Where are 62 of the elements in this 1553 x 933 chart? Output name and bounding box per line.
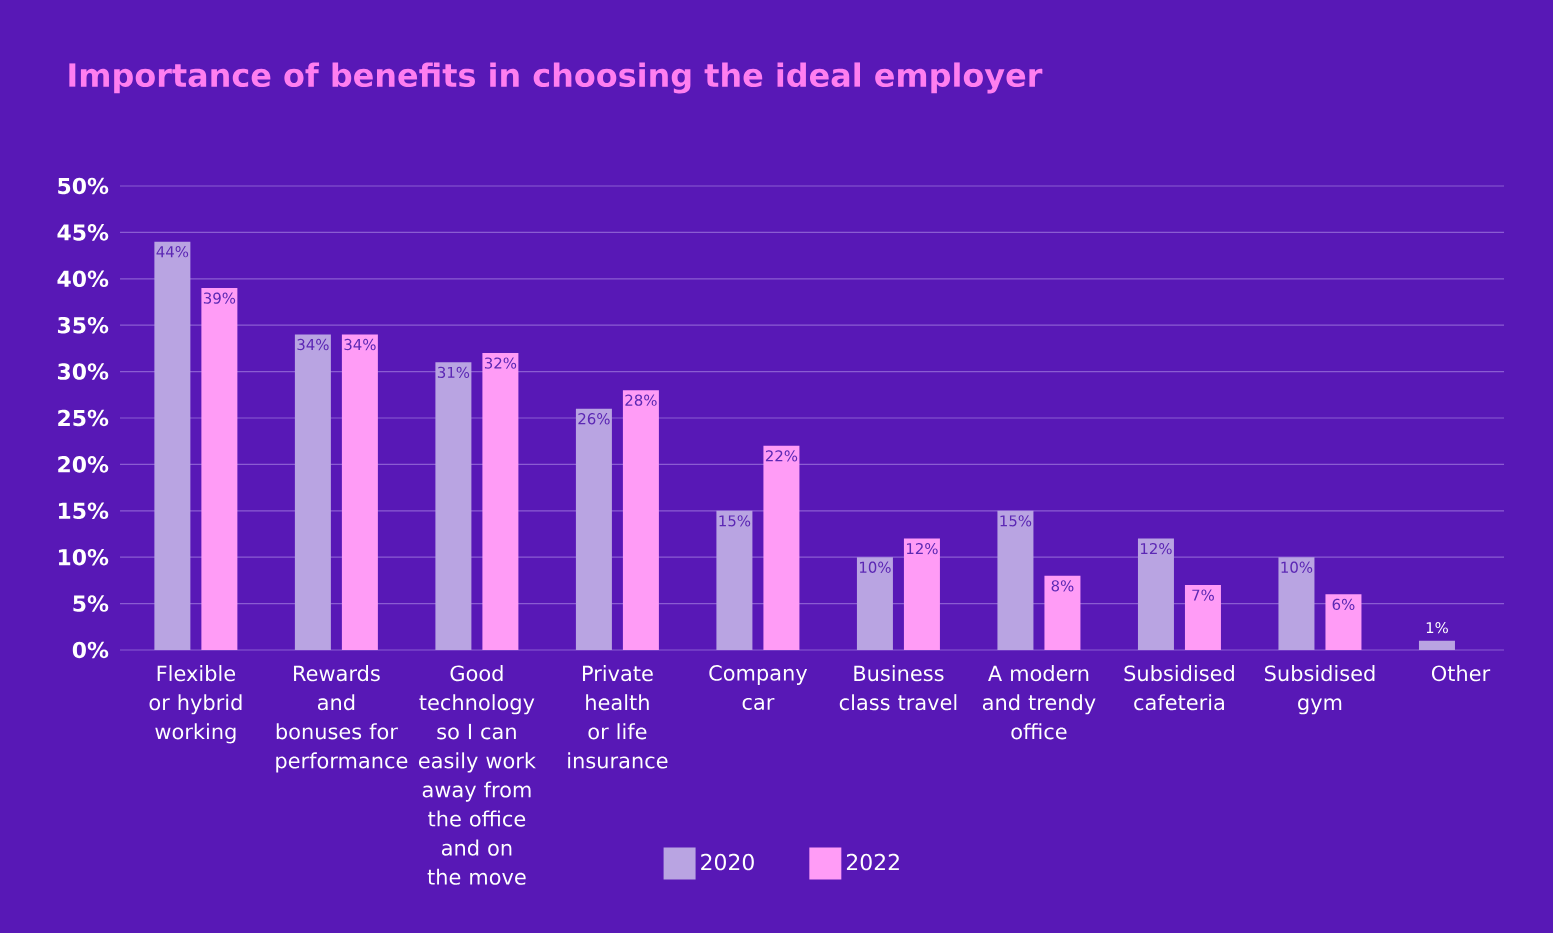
- bar: [763, 445, 800, 650]
- x-tick-label: Rewards and bonuses for performance: [276, 665, 408, 773]
- bar: [341, 334, 378, 650]
- bar: [482, 353, 519, 650]
- data-label: 12%: [906, 543, 938, 555]
- y-tick-label: 50%: [58, 177, 109, 195]
- x-tick-label: Good technology so I can easily work away from the office and on the move: [418, 665, 536, 885]
- bar: [1184, 585, 1221, 650]
- data-label: 28%: [625, 394, 657, 406]
- x-tick-label: Other: [1431, 665, 1491, 682]
- bar: [294, 334, 331, 650]
- bar: [201, 288, 238, 650]
- bar: [1137, 538, 1174, 650]
- y-tick-label: 45%: [57, 224, 109, 241]
- data-label: 32%: [484, 357, 517, 369]
- data-label: 10%: [1281, 561, 1313, 573]
- y-tick-label: 25%: [58, 409, 109, 427]
- bar: [903, 538, 940, 650]
- data-label: 39%: [203, 292, 236, 304]
- data-label: 15%: [1000, 515, 1032, 527]
- data-label: 22%: [765, 450, 798, 462]
- x-tick-label: Company car: [709, 665, 808, 710]
- x-tick-label: Private health or life insurance: [568, 665, 668, 769]
- data-label: 31%: [437, 366, 470, 379]
- x-tick-label: Flexible or hybrid working: [149, 665, 242, 744]
- x-tick-label: A modern and trendy office: [982, 665, 1096, 740]
- y-tick-label: 40%: [57, 270, 109, 288]
- legend-label: 2020: [701, 853, 754, 871]
- x-tick-label: Subsidised gym: [1264, 665, 1375, 715]
- bar: [435, 362, 472, 650]
- y-tick-label: 5%: [73, 595, 109, 612]
- data-label: 8%: [1051, 580, 1074, 592]
- legend-label: 2022: [846, 853, 899, 871]
- bar: [575, 408, 612, 650]
- bar: [622, 390, 659, 650]
- data-label: 26%: [578, 413, 610, 425]
- data-label: 34%: [344, 338, 376, 351]
- x-tick-label: Subsidised cafeteria: [1124, 665, 1234, 711]
- data-label: 34%: [297, 338, 329, 351]
- bar: [1278, 557, 1315, 650]
- data-label: 44%: [156, 246, 189, 258]
- x-tick-label: Business class travel: [839, 665, 957, 711]
- data-label: 1%: [1426, 622, 1448, 634]
- y-tick-label: 35%: [57, 316, 109, 334]
- y-tick-label: 0%: [72, 641, 109, 659]
- bar: [997, 510, 1034, 650]
- y-tick-label: 20%: [58, 456, 109, 473]
- y-tick-label: 10%: [58, 548, 109, 566]
- data-label: 12%: [1141, 543, 1172, 555]
- bar: [856, 557, 893, 650]
- data-label: 15%: [719, 515, 751, 527]
- bar: [716, 510, 753, 650]
- data-label: 6%: [1332, 598, 1355, 611]
- data-label: 7%: [1192, 589, 1214, 601]
- chart-title: Importance of benefits in choosing the ideal employer: [69, 62, 1043, 94]
- y-tick-label: 30%: [57, 363, 109, 380]
- data-label: 10%: [859, 561, 891, 573]
- y-tick-label: 15%: [58, 502, 109, 520]
- bar: [154, 241, 191, 650]
- bar: [1044, 575, 1081, 650]
- bar: [1418, 640, 1455, 650]
- bar: [1325, 594, 1362, 650]
